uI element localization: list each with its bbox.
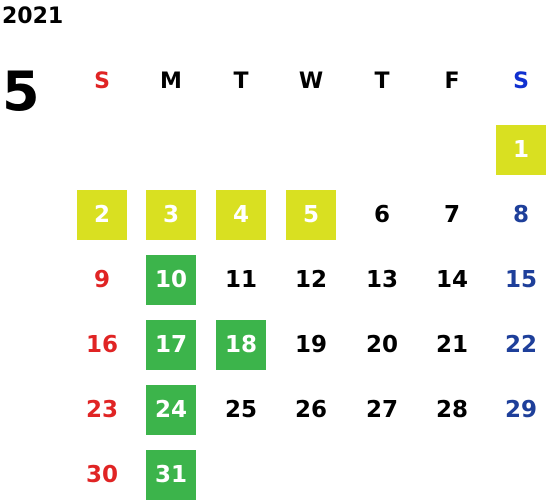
weekday-header: M	[160, 68, 182, 94]
weekday-header: T	[374, 68, 390, 94]
day-cell[interactable]: 8	[512, 202, 529, 228]
day-cell[interactable]: 16	[85, 332, 118, 358]
day-cell[interactable]: 26	[294, 397, 327, 423]
day-cell[interactable]: 23	[85, 397, 118, 423]
day-cell[interactable]: 10	[146, 255, 196, 305]
day-cell[interactable]: 9	[93, 267, 110, 293]
weekday-header: T	[233, 68, 249, 94]
day-cell[interactable]: 11	[224, 267, 257, 293]
year-label: 2021	[2, 4, 64, 29]
day-cell[interactable]: 28	[435, 397, 468, 423]
day-cell[interactable]: 27	[365, 397, 398, 423]
day-cell[interactable]: 21	[435, 332, 468, 358]
day-cell[interactable]: 3	[146, 190, 196, 240]
weekday-header: S	[513, 68, 529, 94]
day-cell[interactable]: 17	[146, 320, 196, 370]
day-cell[interactable]: 14	[435, 267, 468, 293]
weekday-header: S	[94, 68, 110, 94]
day-cell[interactable]: 1	[496, 125, 546, 175]
day-cell[interactable]: 15	[504, 267, 537, 293]
day-cell[interactable]: 18	[216, 320, 266, 370]
day-cell[interactable]: 25	[224, 397, 257, 423]
day-cell[interactable]: 19	[294, 332, 327, 358]
day-cell[interactable]: 30	[85, 462, 118, 488]
month-label: 5	[2, 60, 40, 123]
day-cell[interactable]: 13	[365, 267, 398, 293]
weekday-header: W	[298, 68, 324, 94]
day-cell[interactable]: 12	[294, 267, 327, 293]
day-cell[interactable]: 24	[146, 385, 196, 435]
day-cell[interactable]: 20	[365, 332, 398, 358]
day-cell[interactable]: 4	[216, 190, 266, 240]
day-cell[interactable]: 31	[146, 450, 196, 500]
day-cell[interactable]: 22	[504, 332, 537, 358]
day-cell[interactable]: 5	[286, 190, 336, 240]
day-cell[interactable]: 7	[443, 202, 460, 228]
day-cell[interactable]: 2	[77, 190, 127, 240]
day-cell[interactable]: 6	[373, 202, 390, 228]
weekday-header: F	[444, 68, 460, 94]
day-cell[interactable]: 29	[504, 397, 537, 423]
